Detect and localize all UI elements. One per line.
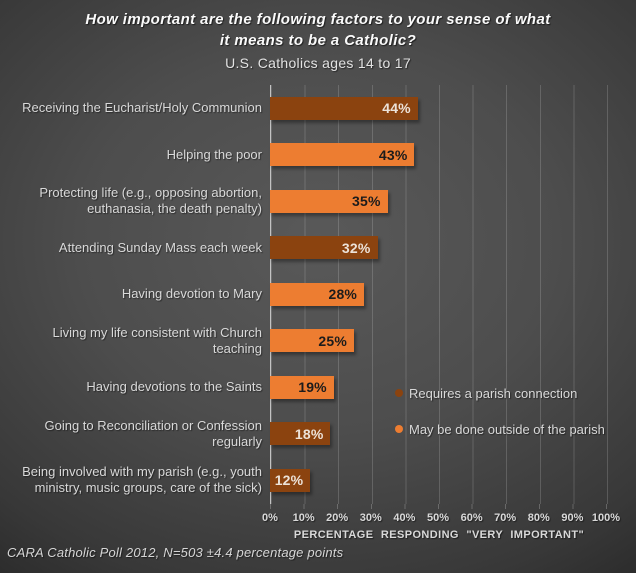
bar: 35% xyxy=(270,189,388,213)
legend-item-parish-connection: Requires a parish connection xyxy=(395,384,630,402)
bar: 44% xyxy=(270,96,418,120)
legend-marker-orange-icon xyxy=(395,425,403,433)
category-label: Going to Reconciliation or Confession re… xyxy=(44,417,262,449)
bar-value-label: 19% xyxy=(298,379,327,396)
bar: 25% xyxy=(270,329,354,353)
chart-title-line1: How important are the following factors … xyxy=(85,11,551,28)
bar-value-label: 28% xyxy=(328,286,358,303)
bar-value-label: 12% xyxy=(274,472,304,489)
x-tick-label: 30% xyxy=(359,512,382,524)
x-tick-label: 0% xyxy=(262,512,278,524)
x-tick-label: 20% xyxy=(326,512,349,524)
bar: 12% xyxy=(270,468,311,492)
chart-header: How important are the following factors … xyxy=(0,9,636,73)
x-tick-label: 60% xyxy=(460,512,483,524)
bar-value-label: 32% xyxy=(341,239,371,256)
category-label: Receiving the Eucharist/Holy Communion xyxy=(22,100,262,116)
category-label: Having devotion to Mary xyxy=(121,286,262,302)
category-label: Being involved with my parish (e.g., you… xyxy=(22,464,262,496)
bar-value-label: 35% xyxy=(351,193,381,210)
category-label: Living my life consistent with Church te… xyxy=(52,324,262,356)
legend-marker-brown-icon xyxy=(395,389,403,397)
x-tick-label: 10% xyxy=(292,512,315,524)
chart-title-line2: it means to be a Catholic? xyxy=(219,32,417,49)
source-note: CARA Catholic Poll 2012, N=503 ±4.4 perc… xyxy=(7,545,344,560)
bar-value-label: 18% xyxy=(294,425,324,442)
bar: 28% xyxy=(270,282,365,306)
chart-subtitle: U.S. Catholics ages 14 to 17 xyxy=(225,55,411,71)
bar: 32% xyxy=(270,236,378,260)
x-tick-label: 50% xyxy=(426,512,450,524)
x-axis-title: PERCENTAGE RESPONDING "VERY IMPORTANT" xyxy=(293,529,585,541)
x-tick-label: 80% xyxy=(527,512,550,524)
legend-item-outside-parish: May be done outside of the parish xyxy=(395,420,630,438)
x-tick-label: 40% xyxy=(393,512,416,524)
category-label: Attending Sunday Mass each week xyxy=(58,239,262,255)
legend-label: Requires a parish connection xyxy=(409,385,578,401)
bar: 18% xyxy=(270,422,331,446)
legend-label: May be done outside of the parish xyxy=(409,421,605,437)
legend: Requires a parish connection May be done… xyxy=(395,384,630,456)
x-tick-label: 70% xyxy=(494,512,517,524)
category-label: Helping the poor xyxy=(166,146,262,162)
category-label: Protecting life (e.g., opposing abortion… xyxy=(39,185,262,217)
bar-value-label: 44% xyxy=(382,100,411,117)
axis-tick-marks xyxy=(270,504,608,509)
category-label: Having devotions to the Saints xyxy=(86,379,262,395)
bar-value-label: 43% xyxy=(378,146,408,163)
bar-value-label: 25% xyxy=(318,332,347,349)
bar: 19% xyxy=(270,375,334,399)
bar: 43% xyxy=(270,143,415,167)
x-tick-label: 90% xyxy=(561,512,584,524)
x-tick-label: 100% xyxy=(591,512,621,524)
